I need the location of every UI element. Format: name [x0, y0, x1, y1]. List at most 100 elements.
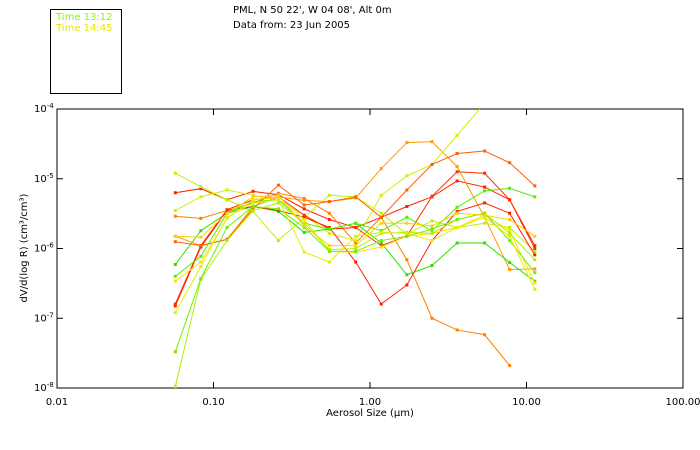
data-point	[302, 218, 306, 222]
data-point	[251, 201, 255, 205]
data-point	[173, 214, 177, 218]
data-point	[483, 189, 487, 193]
x-tick-label: 100.00	[666, 397, 700, 408]
data-point	[430, 194, 434, 198]
data-point	[430, 316, 434, 320]
legend-box: Time 13:12 Time 14:45	[50, 9, 122, 94]
data-point	[199, 254, 203, 258]
data-point	[251, 207, 255, 211]
data-point	[508, 161, 512, 165]
data-point	[251, 193, 255, 197]
data-point	[405, 221, 409, 225]
data-point	[276, 207, 280, 211]
data-point	[327, 244, 331, 248]
series-15	[173, 198, 537, 315]
data-point	[354, 249, 358, 253]
data-point	[225, 208, 229, 212]
data-point	[276, 201, 280, 205]
data-point	[508, 186, 512, 190]
data-point	[379, 241, 383, 245]
data-point	[533, 271, 537, 275]
data-point	[302, 224, 306, 228]
x-tick-label: 10.00	[512, 397, 541, 408]
data-point	[483, 201, 487, 205]
data-point	[173, 302, 177, 306]
x-tick-label: 0.01	[46, 397, 68, 408]
data-point	[327, 211, 331, 215]
data-point	[379, 211, 383, 215]
data-point	[508, 239, 512, 243]
data-point	[455, 205, 459, 209]
data-point	[455, 226, 459, 230]
data-point	[430, 229, 434, 233]
data-point	[327, 231, 331, 235]
data-point	[327, 260, 331, 264]
data-point	[405, 258, 409, 262]
data-point	[533, 184, 537, 188]
data-point	[405, 205, 409, 209]
data-point	[199, 216, 203, 220]
data-point	[508, 234, 512, 238]
data-point	[430, 140, 434, 144]
data-point	[302, 221, 306, 225]
data-point	[455, 218, 459, 222]
data-point	[533, 250, 537, 254]
data-point	[173, 304, 177, 308]
data-point	[455, 179, 459, 183]
data-point	[533, 279, 537, 283]
data-point	[225, 198, 229, 202]
data-point	[354, 260, 358, 264]
data-point	[302, 197, 306, 201]
data-point	[483, 102, 486, 105]
data-point	[302, 207, 306, 211]
data-point	[455, 209, 459, 213]
data-point	[483, 211, 487, 215]
data-point	[302, 213, 306, 217]
data-point	[379, 239, 383, 243]
data-point	[455, 152, 459, 156]
data-point	[173, 279, 177, 283]
data-point	[483, 149, 487, 153]
x-tick-label: 1.00	[359, 397, 381, 408]
data-point	[302, 215, 306, 219]
data-point	[379, 302, 383, 306]
data-point	[430, 227, 434, 231]
data-point	[251, 205, 255, 209]
data-point	[354, 241, 358, 245]
data-point	[173, 209, 177, 213]
y-tick-label: 10-8	[34, 381, 54, 394]
data-point	[533, 195, 537, 199]
y-tick-label: 10-5	[34, 172, 54, 185]
data-point	[533, 287, 537, 291]
x-axis-label: Aerosol Size (μm)	[326, 408, 414, 419]
data-point	[327, 249, 331, 253]
data-point	[405, 283, 409, 287]
data-point	[354, 247, 358, 250]
data-point	[225, 188, 229, 192]
data-point	[455, 211, 459, 215]
data-point	[508, 260, 512, 264]
data-point	[483, 185, 487, 189]
series-12	[173, 201, 537, 388]
data-point	[199, 235, 203, 239]
series-line	[174, 202, 536, 387]
data-point	[533, 281, 537, 285]
plot-frame	[56, 108, 684, 389]
data-point	[199, 244, 203, 248]
data-point	[533, 234, 537, 238]
data-point	[199, 187, 203, 191]
data-point	[354, 234, 358, 238]
data-point	[354, 244, 358, 248]
data-point	[430, 219, 434, 223]
data-point	[379, 245, 383, 249]
data-point	[455, 133, 459, 137]
data-point	[405, 141, 409, 145]
legend-entry-2: Time 14:45	[56, 23, 113, 34]
data-point	[483, 213, 487, 217]
data-point	[302, 198, 306, 202]
y-tick-label: 10-4	[34, 102, 54, 115]
data-point	[251, 209, 255, 213]
data-point	[405, 234, 409, 238]
data-point	[327, 200, 331, 204]
